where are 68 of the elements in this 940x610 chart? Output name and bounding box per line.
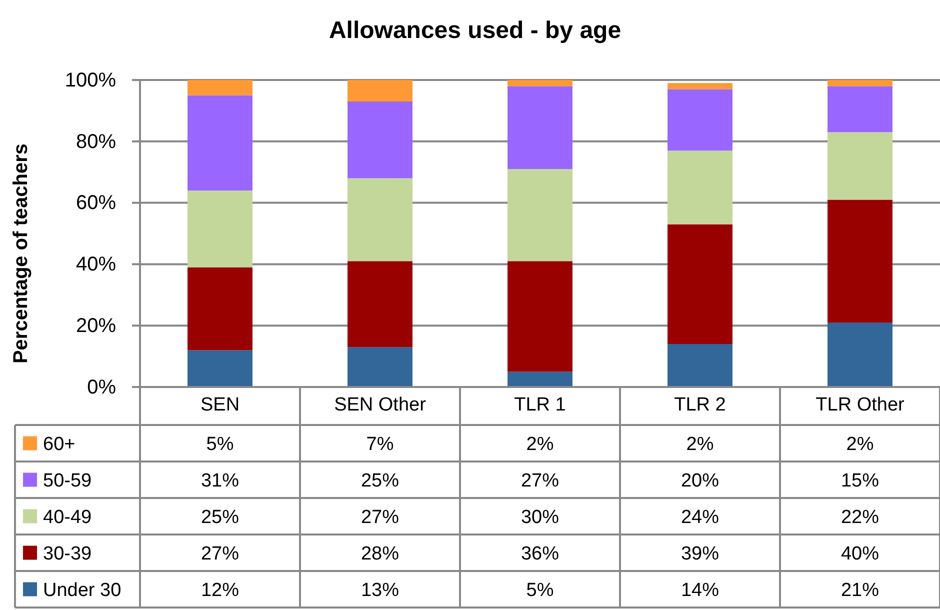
data-label: 7%	[366, 434, 394, 455]
data-label: 27%	[200, 543, 240, 564]
bar	[828, 322, 892, 387]
data-label: 27%	[520, 470, 560, 492]
data-label: 39%	[680, 543, 720, 564]
bar	[188, 190, 252, 268]
bar	[668, 83, 732, 90]
data-label: 25%	[200, 506, 240, 528]
bar	[348, 261, 412, 348]
y-tick-label: 80%	[76, 130, 116, 153]
bar	[348, 178, 412, 262]
bar	[188, 95, 252, 191]
bar	[828, 80, 892, 86]
legend-label: 40-49	[43, 506, 92, 528]
data-label: 28%	[360, 543, 400, 564]
x-tick-label: TLR Other	[816, 394, 906, 416]
bar	[828, 86, 892, 132]
bar	[508, 372, 572, 387]
y-tick-label: 60%	[76, 192, 116, 214]
data-label: 21%	[840, 580, 880, 601]
y-tick-label: 40%	[76, 254, 116, 276]
data-label: 2%	[526, 434, 554, 455]
bar	[508, 169, 572, 262]
data-label: 14%	[680, 580, 720, 601]
data-label: 36%	[520, 543, 560, 564]
data-label: 24%	[680, 506, 720, 528]
bar	[668, 150, 732, 224]
x-tick-label: SEN	[200, 394, 240, 416]
bar	[348, 80, 412, 102]
data-label: 5%	[206, 434, 234, 455]
data-label: 31%	[200, 470, 240, 492]
data-label: 5%	[526, 580, 554, 601]
data-label: 40%	[840, 543, 880, 564]
x-tick-label: TLR 1	[514, 394, 566, 416]
chart-title: Allowances used - by age	[328, 17, 622, 44]
data-label: 2%	[846, 434, 874, 455]
y-tick-label: 100%	[64, 69, 116, 92]
data-label: 20%	[680, 470, 720, 492]
bar	[188, 350, 252, 387]
y-tick-label: 0%	[87, 376, 116, 398]
bar	[668, 89, 732, 151]
data-label: 25%	[360, 470, 400, 492]
bar	[508, 261, 572, 372]
y-axis-title: Percentage of teachers	[10, 143, 32, 364]
bar	[828, 200, 892, 323]
data-label: 2%	[686, 434, 714, 455]
data-label: 12%	[200, 580, 240, 601]
data-label: 13%	[360, 580, 400, 601]
bar	[348, 101, 412, 178]
x-tick-label: SEN Other	[334, 394, 427, 416]
bar	[668, 224, 732, 344]
data-label: 15%	[840, 470, 880, 492]
bar	[188, 80, 252, 96]
bar	[348, 347, 412, 387]
bar	[828, 132, 892, 200]
data-label: 27%	[360, 506, 400, 528]
data-label: 22%	[840, 506, 880, 528]
x-tick-label: TLR 2	[674, 394, 726, 416]
bar	[508, 86, 572, 170]
data-label: 30%	[520, 506, 560, 528]
legend-label: 30-39	[43, 543, 92, 564]
bar	[668, 344, 732, 387]
bar	[508, 80, 572, 86]
legend-label: Under 30	[43, 580, 122, 601]
y-tick-label: 20%	[76, 315, 116, 337]
legend-label: 50-59	[43, 470, 92, 492]
bar	[188, 267, 252, 350]
legend-label: 60+	[43, 434, 76, 455]
